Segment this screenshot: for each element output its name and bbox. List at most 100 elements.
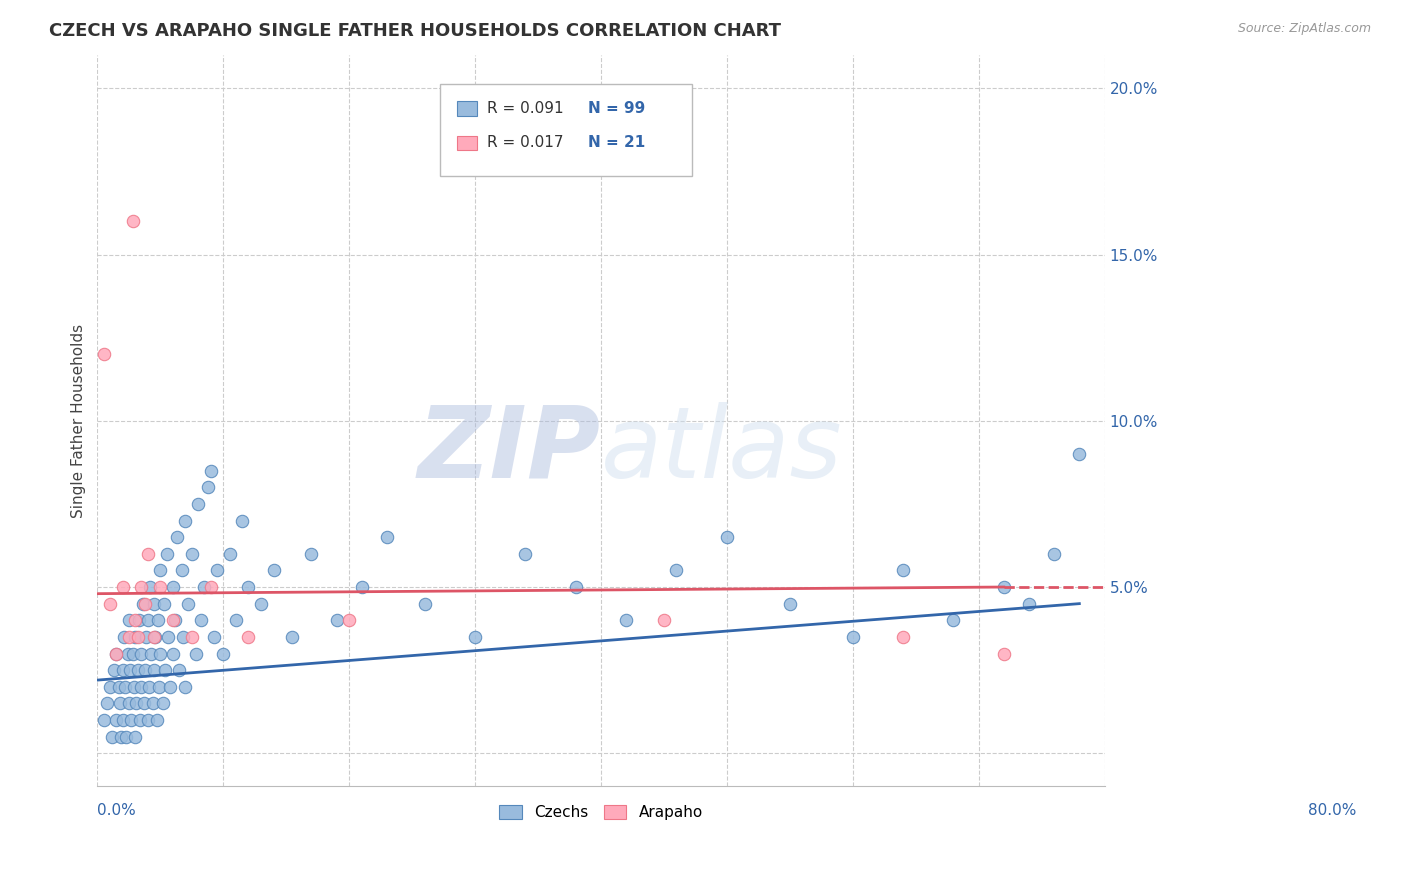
Point <box>98 597 121 611</box>
Point <box>118 697 141 711</box>
Point <box>115 730 138 744</box>
Point <box>665 563 688 577</box>
Point <box>993 647 1015 661</box>
Point <box>149 647 172 661</box>
Point <box>1018 597 1040 611</box>
Point <box>145 713 167 727</box>
Point <box>117 647 139 661</box>
Point <box>108 697 131 711</box>
Point <box>1069 447 1091 461</box>
Point <box>146 613 169 627</box>
Point <box>197 480 219 494</box>
Point <box>993 580 1015 594</box>
Bar <box>457 101 477 116</box>
Point <box>111 663 134 677</box>
Point <box>118 613 141 627</box>
Point <box>180 630 202 644</box>
Point <box>170 563 193 577</box>
Point <box>129 713 152 727</box>
Point <box>142 697 165 711</box>
Point <box>153 597 176 611</box>
Text: CZECH VS ARAPAHO SINGLE FATHER HOUSEHOLDS CORRELATION CHART: CZECH VS ARAPAHO SINGLE FATHER HOUSEHOLD… <box>49 22 782 40</box>
Text: R = 0.091: R = 0.091 <box>486 101 564 116</box>
Text: 80.0%: 80.0% <box>1308 803 1357 818</box>
Point <box>134 663 156 677</box>
Point <box>515 547 537 561</box>
Point <box>121 647 143 661</box>
Point <box>103 663 125 677</box>
Point <box>120 663 142 677</box>
Point <box>172 630 194 644</box>
FancyBboxPatch shape <box>440 85 692 176</box>
Point <box>136 713 159 727</box>
Point <box>141 647 163 661</box>
Point <box>148 680 170 694</box>
Point <box>124 630 146 644</box>
Point <box>716 530 738 544</box>
Point <box>350 580 373 594</box>
Point <box>143 630 166 644</box>
Text: 0.0%: 0.0% <box>97 803 136 818</box>
Point <box>375 530 398 544</box>
Point <box>101 730 124 744</box>
Point <box>779 597 801 611</box>
Text: atlas: atlas <box>600 401 842 499</box>
Point <box>111 713 134 727</box>
Point <box>124 613 146 627</box>
Point <box>127 630 149 644</box>
Point <box>165 613 187 627</box>
Point <box>121 214 143 228</box>
Point <box>299 547 322 561</box>
Point <box>238 630 260 644</box>
Point <box>337 613 360 627</box>
Point <box>231 514 253 528</box>
Point <box>152 697 174 711</box>
Point <box>841 630 863 644</box>
Point <box>204 630 226 644</box>
Point <box>149 563 172 577</box>
Point <box>187 497 209 511</box>
Point <box>891 630 914 644</box>
Point <box>156 630 179 644</box>
Point <box>325 613 347 627</box>
Point <box>565 580 588 594</box>
Point <box>96 697 118 711</box>
Point <box>124 730 146 744</box>
Point <box>110 730 132 744</box>
Point <box>105 647 128 661</box>
Point <box>127 663 149 677</box>
Point <box>162 647 184 661</box>
Point <box>139 580 162 594</box>
Point <box>93 347 115 361</box>
Point <box>143 630 166 644</box>
Point <box>112 630 135 644</box>
Point <box>166 530 188 544</box>
Point <box>135 630 157 644</box>
Point <box>281 630 304 644</box>
Text: N = 99: N = 99 <box>588 101 645 116</box>
Point <box>263 563 285 577</box>
Point <box>107 680 129 694</box>
Point <box>190 613 212 627</box>
Point <box>138 680 160 694</box>
Text: R = 0.017: R = 0.017 <box>486 136 564 151</box>
Point <box>136 547 159 561</box>
Point <box>652 613 675 627</box>
Point <box>250 597 273 611</box>
Text: ZIP: ZIP <box>418 401 600 499</box>
Point <box>155 663 177 677</box>
Point <box>149 580 172 594</box>
Point <box>159 680 181 694</box>
Point <box>180 547 202 561</box>
Point <box>942 613 965 627</box>
Point <box>225 613 247 627</box>
Point <box>162 613 184 627</box>
Point <box>238 580 260 594</box>
Point <box>200 580 222 594</box>
Point <box>98 680 121 694</box>
Point <box>136 613 159 627</box>
Point <box>111 580 134 594</box>
Bar <box>457 136 477 150</box>
Y-axis label: Single Father Households: Single Father Households <box>72 324 86 518</box>
Point <box>118 630 141 644</box>
